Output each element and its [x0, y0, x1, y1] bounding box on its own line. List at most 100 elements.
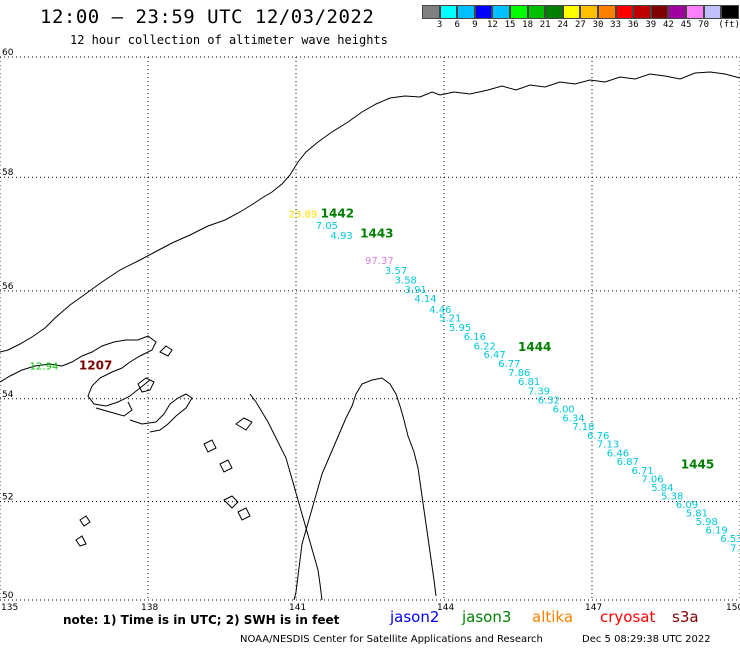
wave-height-value: 6.22 [474, 341, 496, 352]
wave-height-value: 97.37 [365, 256, 394, 267]
footer-note: note: 1) Time is in UTC; 2) SWH is in fe… [63, 613, 340, 627]
wave-height-value: 7.8 [730, 543, 740, 554]
legend-swatch [457, 5, 475, 19]
legend-label: 39 [645, 20, 657, 30]
coastline [0, 71, 740, 601]
wave-height-value: 5.21 [439, 314, 461, 325]
legend-label: 24 [557, 20, 569, 30]
wave-height-value: 4.14 [414, 294, 436, 305]
legend-swatch [597, 5, 616, 19]
wave-height-value: 6.46 [607, 448, 629, 459]
lat-tick-label: 52 [2, 493, 13, 503]
wave-height-value: 7.13 [597, 440, 619, 451]
wave-height-value: 7.06 [641, 474, 663, 485]
legend-label: 21 [539, 20, 551, 30]
wave-height-value: 3.57 [385, 266, 407, 277]
wave-height-value: 6.09 [676, 500, 698, 511]
page-subtitle: 12 hour collection of altimeter wave hei… [70, 33, 388, 47]
pass-label: 1442 [321, 207, 354, 221]
pass-labels: 1442 1443 1444 1445 1207 [79, 207, 714, 472]
legend-label: 30 [592, 20, 604, 30]
wave-height-value: 12.94 [30, 362, 59, 373]
legend-label: 27 [574, 20, 586, 30]
legend-swatch [474, 5, 493, 19]
wave-height-value: 3.58 [395, 276, 417, 287]
legend-label: 33 [610, 20, 622, 30]
wave-height-value: 6.32 [538, 396, 560, 407]
satellite-label-cryosat: cryosat [600, 608, 656, 626]
wave-height-value: 6.87 [617, 457, 639, 468]
sakhalin-island [293, 377, 437, 601]
wave-height-value: 6.00 [553, 404, 575, 415]
legend-labels: 3 6 9 12 15 18 21 24 27 30 33 36 39 42 45 70 (ft) [422, 19, 740, 31]
legend-label: 45 [680, 20, 692, 30]
wave-height-value: 5.98 [696, 517, 718, 528]
lat-tick-label: 50 [2, 591, 14, 601]
small-islets [75, 495, 251, 547]
legend-label: 6 [454, 20, 460, 30]
lat-tick-label: 60 [2, 48, 14, 58]
wave-height-value: 4.93 [331, 231, 353, 242]
legend-swatch [492, 5, 510, 19]
wave-height-value: 4.46 [429, 305, 451, 316]
satellite-label-s3a: s3a [672, 608, 699, 626]
legend-label: 70 [698, 20, 710, 30]
satellite-label-jason2: jason2 [390, 608, 440, 626]
wave-height-value: 5.81 [686, 509, 708, 520]
wave-height-value: 6.53 [720, 534, 740, 545]
legend-swatch [422, 5, 440, 19]
wave-height-value: 5.38 [661, 492, 683, 503]
lon-tick-label: 144 [437, 603, 454, 613]
mainland-coast [0, 71, 740, 353]
wave-height-value: 3.91 [405, 285, 427, 296]
wave-height-value: 5.95 [449, 323, 471, 334]
legend-swatch [721, 5, 739, 19]
legend-swatch [703, 5, 722, 19]
lat-tick-label: 54 [2, 390, 14, 400]
legend-label: 36 [627, 20, 639, 30]
lat-tick-label: 56 [2, 282, 14, 292]
legend-swatch [545, 5, 563, 19]
map-grid [0, 56, 740, 601]
footer-timestamp: Dec 5 08:29:38 UTC 2022 [582, 634, 711, 645]
wave-height-values: 23.897.054.9397.373.573.583.914.144.465.… [30, 210, 740, 555]
wave-height-value: 6.34 [562, 413, 584, 424]
legend-swatch [615, 5, 634, 19]
legend-swatch [668, 5, 686, 19]
shantar-islands [95, 345, 253, 473]
wave-height-value: 6.81 [518, 377, 540, 388]
lon-tick-label: 147 [585, 603, 602, 613]
wave-height-value: 5.84 [651, 483, 673, 494]
legend-label: 12 [486, 20, 498, 30]
pass-label: 1443 [360, 227, 393, 241]
footer-credit: NOAA/NESDIS Center for Satellite Applica… [240, 634, 543, 645]
lon-tick-label: 141 [289, 603, 306, 613]
wave-height-value: 23.89 [289, 210, 318, 221]
amur-coast [0, 335, 157, 407]
pass-label: 1207 [79, 359, 112, 373]
wave-height-value: 7.86 [508, 368, 530, 379]
lon-tick-label: 138 [141, 603, 158, 613]
wave-height-value: 6.76 [587, 431, 609, 442]
page-title: 12:00 — 23:59 UTC 12/03/2022 [40, 6, 375, 28]
axis-tick-labels: 135 138 141 144 147 150 60 58 56 54 52 50 [1, 48, 740, 613]
legend-label: 15 [504, 20, 516, 30]
pass-label: 1445 [681, 458, 714, 472]
legend-swatch [633, 5, 651, 19]
legend-swatch [439, 5, 458, 19]
wave-height-value: 6.16 [464, 332, 486, 343]
wave-height-value: 6.19 [705, 526, 727, 537]
satellite-label-altika: altika [532, 608, 574, 626]
legend-swatch [580, 5, 598, 19]
legend-label: 42 [662, 20, 674, 30]
legend-swatch [509, 5, 528, 19]
legend-swatch [527, 5, 546, 19]
lon-tick-label: 150 [726, 603, 740, 613]
legend-swatch [650, 5, 669, 19]
primorye-coast [249, 393, 323, 601]
wave-height-value: 7.39 [528, 387, 550, 398]
legend-label: 3 [436, 20, 443, 30]
wave-height-value: 6.77 [498, 359, 520, 370]
legend-label: 9 [472, 20, 478, 30]
